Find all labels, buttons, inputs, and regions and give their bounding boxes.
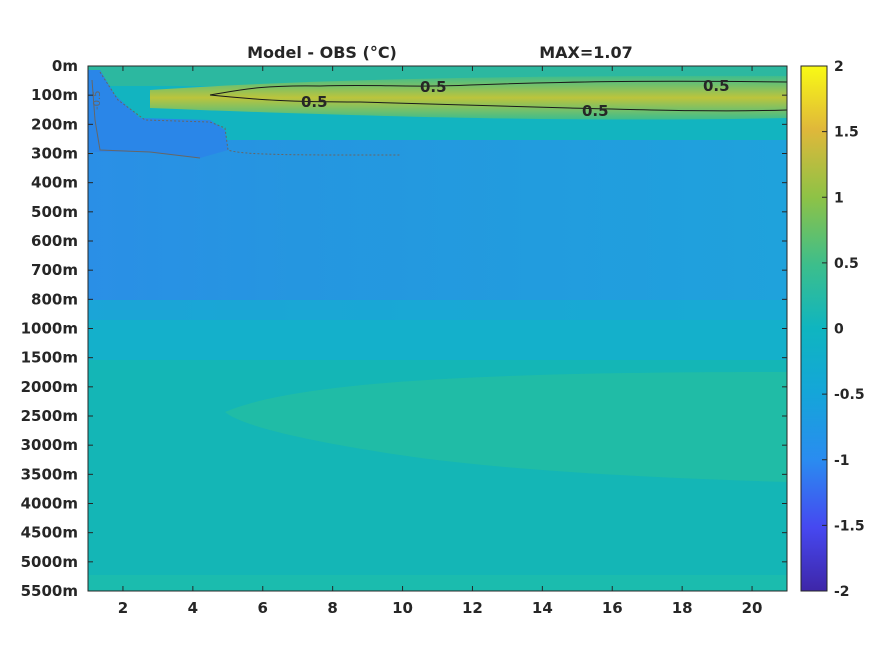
y-tick-label: 300m [31, 145, 78, 163]
y-axis: 0m 100m 200m 300m 400m 500m 600m 700m 800m 1000m 1… [21, 57, 787, 600]
x-tick-label: 10 [392, 599, 413, 617]
contour-label: 0.5 [582, 102, 609, 120]
y-tick-label: 2000m [21, 378, 78, 396]
x-tick-label: 6 [258, 599, 268, 617]
y-tick-label: 1000m [21, 320, 78, 338]
y-tick-label: 2500m [21, 407, 78, 425]
x-tick-label: 16 [602, 599, 623, 617]
y-tick-label: 4500m [21, 524, 78, 542]
x-tick-label: 20 [742, 599, 763, 617]
y-tick-label: 3500m [21, 465, 78, 483]
deep-warm-tongue [225, 372, 787, 482]
colorbar-tick-label: -2 [834, 584, 850, 600]
y-tick-label: 100m [31, 86, 78, 104]
y-tick-label: 5000m [21, 553, 78, 571]
contour-label: 0.5 [301, 93, 328, 111]
colorbar-tick-label: -0.5 [834, 387, 865, 403]
colorbar-tick-label: 0 [834, 322, 844, 338]
cool-coastal-region [88, 70, 228, 158]
contour-label: 0.5 [703, 77, 730, 95]
upper-cool-layer [88, 140, 787, 320]
x-axis: 2 4 6 8 10 12 14 16 18 20 [118, 66, 763, 617]
y-tick-label: 700m [31, 261, 78, 279]
y-tick-label: 600m [31, 232, 78, 250]
colorbar-tick-label: 1 [834, 190, 844, 206]
colorbar-tick-label: -1.5 [834, 518, 865, 534]
contour-line-cool [99, 71, 400, 156]
y-tick-label: 5500m [21, 582, 78, 600]
colorbar-ticks: 2 1.5 1 0.5 0 -0.5 -1 -1.5 -2 [822, 59, 865, 600]
y-tick-label: 800m [31, 290, 78, 308]
x-tick-label: 18 [672, 599, 693, 617]
contour-line-lower [209, 94, 788, 112]
x-tick-label: 4 [188, 599, 198, 617]
contour-line-upper [209, 80, 788, 96]
y-tick-label: 4000m [21, 495, 78, 513]
contour-line-cool-left [91, 79, 201, 159]
y-tick-label: 1500m [21, 349, 78, 367]
x-tick-label: 8 [327, 599, 337, 617]
y-tick-label: 500m [31, 203, 78, 221]
chart-title: Model - OBS (°C) [247, 43, 397, 62]
contour-label: -0.5 [92, 90, 103, 110]
y-tick-label: 3000m [21, 436, 78, 454]
colorbar-tick-label: 0.5 [834, 256, 859, 272]
x-tick-label: 2 [118, 599, 128, 617]
x-tick-label: 12 [462, 599, 483, 617]
x-tick-label: 14 [532, 599, 553, 617]
colorbar-tick-label: -1 [834, 453, 850, 469]
warm-band [150, 75, 787, 120]
contour-label: 0.5 [420, 78, 447, 96]
mid-layer [88, 300, 787, 360]
colorbar-tick-label: 2 [834, 59, 844, 75]
y-tick-label: 200m [31, 115, 78, 133]
chart-max-label: MAX=1.07 [539, 43, 633, 62]
y-tick-label: 400m [31, 174, 78, 192]
colorbar-tick-label: 1.5 [834, 125, 859, 141]
y-tick-label: 0m [52, 57, 78, 75]
